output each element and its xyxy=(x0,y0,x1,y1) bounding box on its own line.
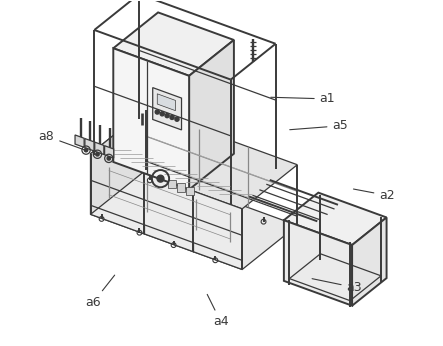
Polygon shape xyxy=(105,146,114,158)
Polygon shape xyxy=(113,12,234,76)
Text: a1: a1 xyxy=(271,92,335,106)
Polygon shape xyxy=(90,170,297,270)
Circle shape xyxy=(96,153,99,156)
Circle shape xyxy=(155,110,159,114)
Circle shape xyxy=(84,148,88,152)
Bar xyxy=(177,183,185,192)
Polygon shape xyxy=(75,135,84,147)
Polygon shape xyxy=(85,138,94,151)
Polygon shape xyxy=(284,220,352,306)
Polygon shape xyxy=(153,88,182,130)
Polygon shape xyxy=(90,154,242,270)
Text: a5: a5 xyxy=(290,119,348,132)
Circle shape xyxy=(170,115,174,119)
Text: a2: a2 xyxy=(354,189,395,202)
Circle shape xyxy=(157,175,164,182)
Polygon shape xyxy=(113,48,189,190)
Bar xyxy=(168,180,176,189)
Text: a3: a3 xyxy=(312,279,362,294)
Polygon shape xyxy=(284,193,387,245)
Circle shape xyxy=(175,117,179,121)
Bar xyxy=(186,187,194,195)
Polygon shape xyxy=(189,40,234,190)
Text: a6: a6 xyxy=(85,275,115,309)
Circle shape xyxy=(165,113,169,118)
Circle shape xyxy=(107,157,111,160)
Polygon shape xyxy=(95,142,104,155)
Text: a4: a4 xyxy=(207,294,229,328)
Polygon shape xyxy=(90,110,297,209)
Circle shape xyxy=(160,112,164,116)
Polygon shape xyxy=(157,94,175,111)
Polygon shape xyxy=(90,110,146,215)
Polygon shape xyxy=(352,217,387,306)
Text: a8: a8 xyxy=(39,130,84,150)
